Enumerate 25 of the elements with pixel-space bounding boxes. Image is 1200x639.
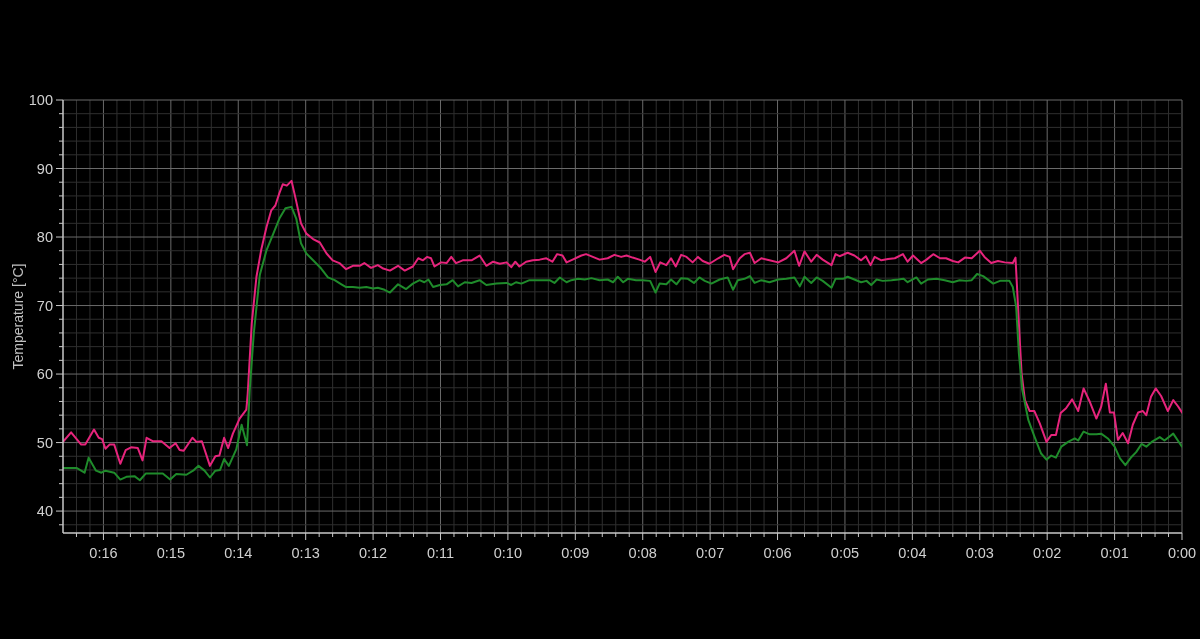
x-tick-label: 0:03 xyxy=(965,545,994,561)
x-tick-label: 0:02 xyxy=(1033,545,1062,561)
y-tick-label: 60 xyxy=(36,366,53,383)
x-tick-label: 0:08 xyxy=(628,545,657,561)
y-tick-label: 70 xyxy=(36,297,53,314)
x-tick-label: 0:15 xyxy=(156,545,185,561)
y-tick-label: 50 xyxy=(36,434,53,451)
x-tick-label: 0:13 xyxy=(291,545,320,561)
y-tick-label: 100 xyxy=(28,92,53,108)
x-tick-label: 0:00 xyxy=(1167,545,1197,561)
x-tick-label: 0:04 xyxy=(898,545,927,561)
x-tick-label: 0:11 xyxy=(426,545,455,561)
x-tick-label: 0:06 xyxy=(763,545,792,561)
y-tick-label: 40 xyxy=(36,503,53,520)
x-tick-label: 0:09 xyxy=(561,545,590,561)
x-tick-label: 0:16 xyxy=(89,545,118,561)
x-tick-label: 0:07 xyxy=(696,545,725,561)
x-tick-label: 0:10 xyxy=(493,545,523,561)
x-tick-label: 0:14 xyxy=(224,545,253,561)
y-axis-title: Temperature [°C] xyxy=(10,263,26,370)
x-tick-label: 0:01 xyxy=(1100,545,1129,561)
y-tick-label: 80 xyxy=(36,229,53,246)
y-tick-label: 90 xyxy=(36,160,53,177)
x-tick-label: 0:12 xyxy=(358,545,388,561)
x-tick-label: 0:05 xyxy=(830,545,860,561)
